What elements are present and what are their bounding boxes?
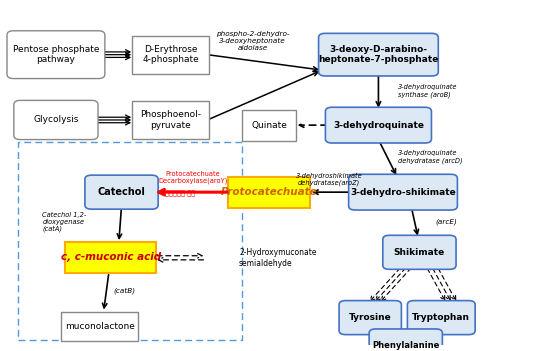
Text: 3-dehydroshikimate
dehydratase(aroZ): 3-dehydroshikimate dehydratase(aroZ) bbox=[296, 173, 363, 186]
Text: 3-deoxy-D-arabino-
heptonate-7-phosphate: 3-deoxy-D-arabino- heptonate-7-phosphate bbox=[319, 45, 439, 64]
FancyBboxPatch shape bbox=[7, 31, 105, 79]
Text: muconolactone: muconolactone bbox=[65, 322, 135, 331]
FancyBboxPatch shape bbox=[132, 101, 209, 139]
FancyBboxPatch shape bbox=[369, 329, 442, 351]
Text: Protocatechuate
Decarboxylase(aroY): Protocatechuate Decarboxylase(aroY) bbox=[158, 171, 227, 184]
Text: Quinate: Quinate bbox=[251, 121, 287, 130]
FancyBboxPatch shape bbox=[132, 36, 209, 74]
FancyBboxPatch shape bbox=[14, 100, 98, 140]
FancyBboxPatch shape bbox=[407, 300, 475, 335]
Text: Phosphoenol-
pyruvate: Phosphoenol- pyruvate bbox=[140, 110, 201, 130]
Text: (arcE): (arcE) bbox=[436, 219, 458, 225]
FancyBboxPatch shape bbox=[228, 177, 310, 208]
Text: (catB): (catB) bbox=[113, 288, 135, 294]
Text: Glycolysis: Glycolysis bbox=[33, 115, 78, 125]
FancyBboxPatch shape bbox=[326, 107, 432, 143]
Text: Pentose phosphate
pathway: Pentose phosphate pathway bbox=[13, 45, 99, 64]
Text: Shikimate: Shikimate bbox=[394, 248, 445, 257]
Text: 외래유전자 도입: 외래유전자 도입 bbox=[165, 190, 195, 196]
FancyBboxPatch shape bbox=[85, 175, 158, 209]
FancyBboxPatch shape bbox=[383, 235, 456, 269]
Text: phospho-2-dehydro-
3-deoxyheptonate
aldolase: phospho-2-dehydro- 3-deoxyheptonate aldo… bbox=[216, 31, 289, 51]
FancyBboxPatch shape bbox=[349, 174, 458, 210]
FancyBboxPatch shape bbox=[66, 242, 156, 273]
FancyBboxPatch shape bbox=[339, 300, 401, 335]
FancyBboxPatch shape bbox=[242, 110, 296, 141]
Text: 2-Hydroxymuconate
semialdehyde: 2-Hydroxymuconate semialdehyde bbox=[239, 248, 316, 267]
Text: Protocatechuate: Protocatechuate bbox=[221, 187, 317, 197]
Text: Tyrosine: Tyrosine bbox=[349, 313, 391, 322]
Text: Catechol 1,2-
dioxygenase
(catA): Catechol 1,2- dioxygenase (catA) bbox=[43, 212, 87, 232]
FancyBboxPatch shape bbox=[61, 312, 138, 341]
Text: Catechol: Catechol bbox=[98, 187, 146, 197]
Text: 3-dehydroquinate
dehydratase (arcD): 3-dehydroquinate dehydratase (arcD) bbox=[397, 150, 462, 164]
Text: c, c-muconic acid: c, c-muconic acid bbox=[61, 252, 161, 263]
FancyBboxPatch shape bbox=[319, 33, 438, 76]
Text: Phenylalanine: Phenylalanine bbox=[372, 340, 439, 350]
Text: D-Erythrose
4-phosphate: D-Erythrose 4-phosphate bbox=[142, 45, 199, 64]
Text: 3-dehydroquinate: 3-dehydroquinate bbox=[333, 121, 424, 130]
Text: 3-dehydroquinate
synthase (aroB): 3-dehydroquinate synthase (aroB) bbox=[397, 84, 457, 98]
Text: 3-dehydro-shikimate: 3-dehydro-shikimate bbox=[350, 188, 456, 197]
Text: Tryptophan: Tryptophan bbox=[412, 313, 470, 322]
